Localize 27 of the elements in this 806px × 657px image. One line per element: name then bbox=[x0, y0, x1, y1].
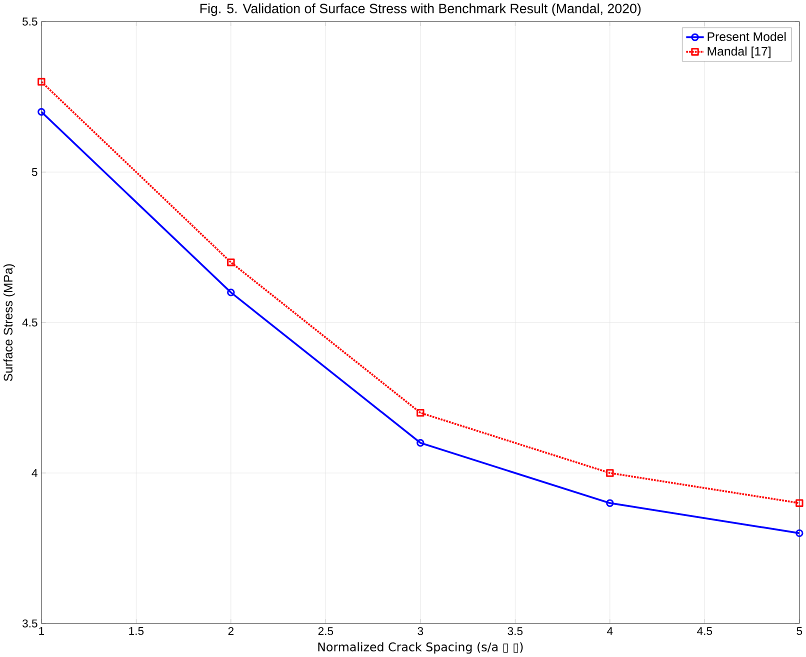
point bbox=[416, 438, 424, 447]
x-tick-label: 3 bbox=[418, 627, 424, 636]
x-tick-label: 3.5 bbox=[508, 627, 523, 636]
legend-label: Mandal [17] bbox=[708, 46, 770, 58]
y-axis-title: Surface Stress (MPa) bbox=[3, 264, 15, 382]
point bbox=[227, 258, 235, 266]
y-tick-label: 5.5 bbox=[22, 18, 38, 26]
x-axis-title: Normalized Crack Spacing (s/a ▯ ▯) bbox=[318, 642, 523, 654]
point bbox=[606, 469, 614, 477]
y-tick-label: 5 bbox=[32, 168, 38, 176]
y-tick-label: 4.5 bbox=[22, 318, 38, 326]
x-tick-label: 2 bbox=[228, 627, 234, 635]
x-tick-label: 4.5 bbox=[697, 627, 712, 635]
y-tick-label: 3.5 bbox=[22, 619, 38, 628]
point bbox=[796, 499, 804, 507]
point bbox=[606, 499, 614, 507]
x-tick-label: 1 bbox=[39, 627, 44, 635]
y-tick-label: 4 bbox=[32, 469, 38, 477]
legend-label: Present Model bbox=[708, 32, 786, 41]
x-tick-label: 4 bbox=[607, 627, 613, 635]
chart-title: Fig. 5. Validation of Surface Stress with Benchmark Result (Mandal, 2020) bbox=[200, 3, 641, 16]
point bbox=[416, 408, 424, 417]
point bbox=[227, 288, 235, 296]
point bbox=[38, 78, 46, 86]
x-tick-label: 2.5 bbox=[318, 627, 334, 636]
x-tick-label: 1.5 bbox=[129, 627, 144, 635]
x-tick-label: 5 bbox=[796, 627, 802, 635]
